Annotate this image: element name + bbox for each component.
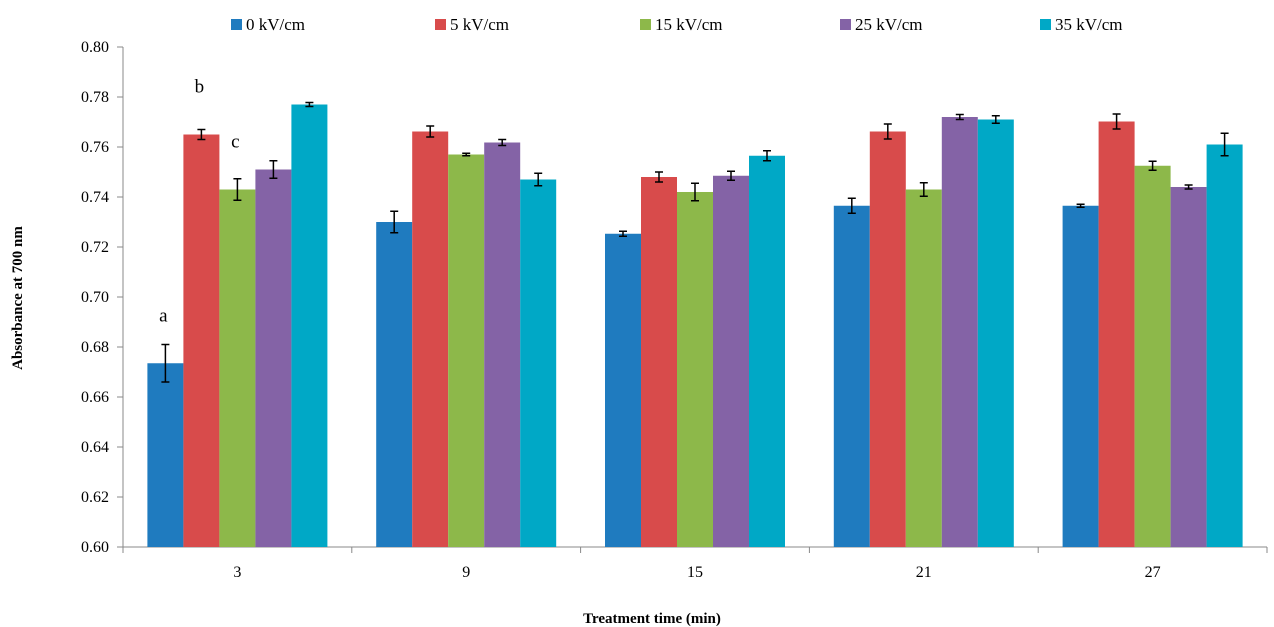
x-tick-label: 9 (462, 564, 470, 581)
annotation-label: c (231, 132, 239, 153)
y-axis: 0.60 0.62 0.64 0.66 0.68 0.70 0.72 0.74 0.76 0.78… (81, 39, 124, 556)
y-tick-label: 0.74 (81, 189, 109, 206)
legend: 0 kV/cm 5 kV/cm 15 kV/cm 25 kV/cm 35 kV/cm (231, 15, 1123, 34)
bar (1134, 165, 1171, 547)
legend-label: 35 kV/cm (1055, 15, 1123, 34)
bar (605, 233, 641, 547)
bar (749, 155, 785, 547)
y-axis-title: Absorbance at 700 nm (10, 226, 26, 370)
bar (484, 142, 521, 547)
bar (977, 119, 1014, 547)
bar (255, 169, 292, 547)
legend-label: 5 kV/cm (450, 15, 509, 34)
legend-swatch (231, 19, 242, 30)
x-tick-label: 27 (1145, 564, 1161, 581)
legend-swatch (1040, 19, 1051, 30)
bar (183, 134, 220, 547)
legend-swatch (435, 19, 446, 30)
legend-label: 25 kV/cm (855, 15, 923, 34)
x-tick-label: 21 (916, 564, 932, 581)
y-tick-label: 0.66 (81, 389, 109, 406)
bar (147, 363, 184, 547)
y-tick-label: 0.70 (81, 289, 109, 306)
x-axis-title: Treatment time (min) (583, 611, 721, 627)
bar (520, 179, 557, 547)
bar (291, 104, 328, 547)
x-axis: 3 9 15 21 27 (122, 546, 1268, 581)
bar (833, 205, 870, 547)
legend-swatch (840, 19, 851, 30)
bar (677, 192, 713, 547)
y-tick-label: 0.64 (81, 439, 109, 456)
annotation-label: b (195, 77, 205, 98)
bar (641, 177, 677, 547)
bar (1098, 121, 1135, 547)
bar (869, 131, 906, 547)
y-tick-label: 0.68 (81, 339, 109, 356)
bar (376, 222, 413, 547)
y-tick-label: 0.62 (81, 489, 109, 506)
bar (1170, 187, 1207, 547)
x-tick-label: 3 (233, 564, 241, 581)
y-tick-label: 0.76 (81, 139, 109, 156)
bar (412, 131, 449, 547)
legend-swatch (640, 19, 651, 30)
bar (713, 175, 749, 547)
y-tick-label: 0.78 (81, 89, 109, 106)
annotation-label: a (159, 305, 168, 326)
x-tick-label: 15 (687, 564, 703, 581)
y-tick-label: 0.72 (81, 239, 109, 256)
bar (219, 189, 256, 547)
bars (147, 101, 1243, 547)
y-tick-label: 0.60 (81, 539, 109, 556)
bar (941, 117, 978, 547)
y-tick-label: 0.80 (81, 39, 109, 56)
legend-label: 15 kV/cm (655, 15, 723, 34)
bar (905, 189, 942, 547)
annotations: a b c (159, 77, 239, 327)
bar (1206, 144, 1243, 547)
legend-label: 0 kV/cm (246, 15, 305, 34)
bar (448, 154, 485, 547)
bar (1062, 205, 1099, 547)
